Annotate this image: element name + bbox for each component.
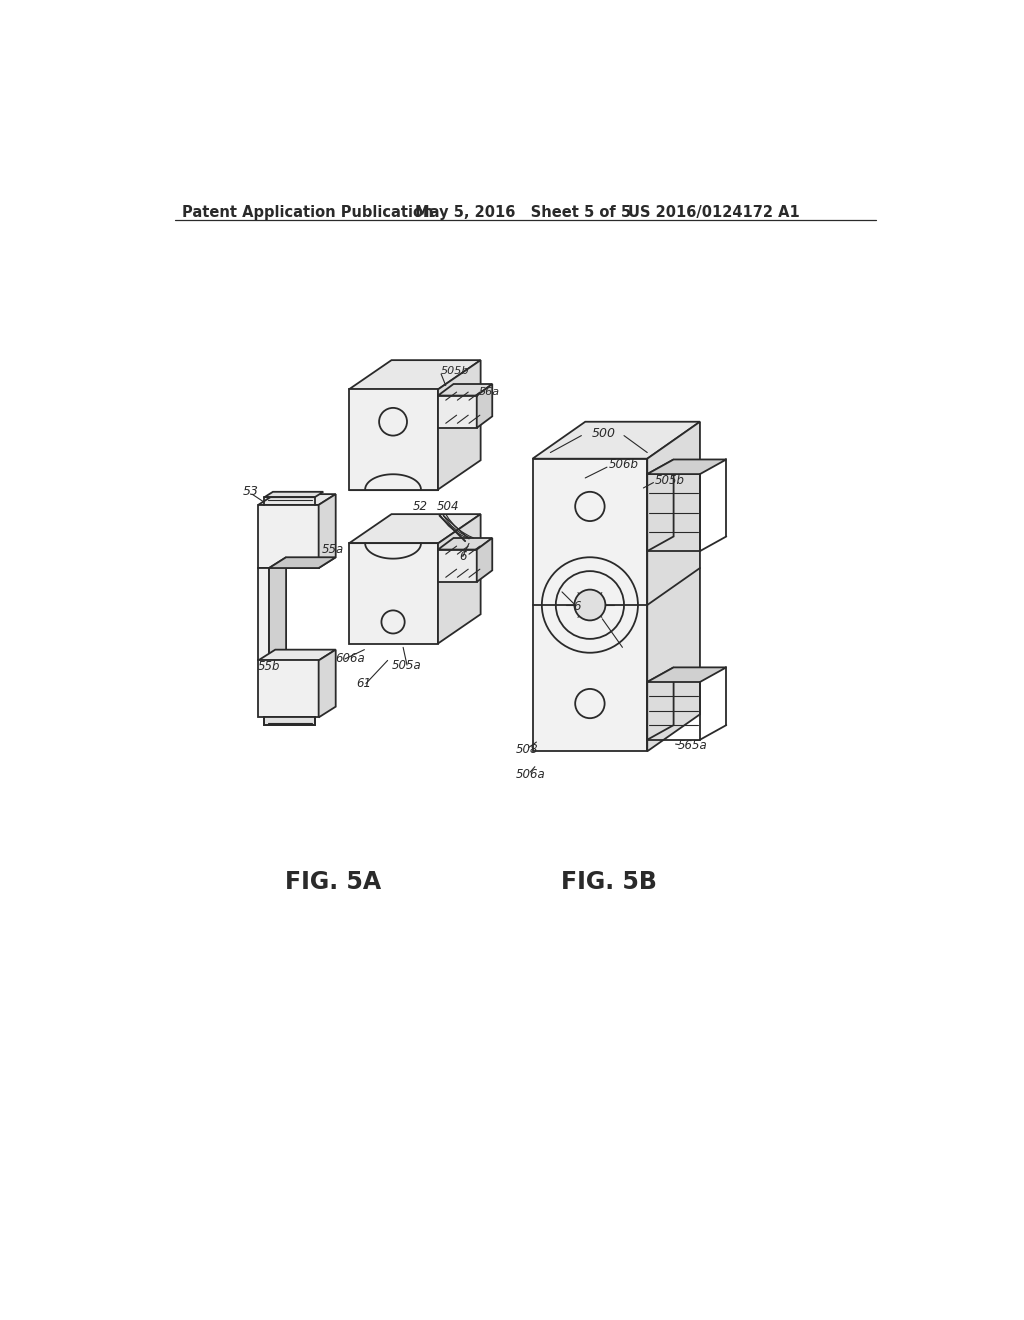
Text: 500: 500	[592, 426, 615, 440]
Polygon shape	[477, 384, 493, 428]
Text: 6: 6	[460, 550, 467, 564]
Polygon shape	[438, 360, 480, 490]
Text: 508: 508	[515, 743, 538, 756]
Text: 565a: 565a	[678, 739, 708, 751]
Polygon shape	[269, 557, 286, 660]
Text: 52: 52	[414, 500, 428, 513]
Text: 505a: 505a	[391, 659, 421, 672]
Text: US 2016/0124172 A1: US 2016/0124172 A1	[628, 205, 800, 219]
Polygon shape	[647, 459, 674, 552]
Text: 6: 6	[573, 601, 582, 612]
Polygon shape	[438, 515, 480, 644]
Polygon shape	[318, 649, 336, 718]
Text: Patent Application Publication: Patent Application Publication	[182, 205, 434, 219]
Polygon shape	[647, 668, 674, 739]
Polygon shape	[647, 422, 700, 751]
Polygon shape	[258, 649, 336, 660]
Text: FIG. 5A: FIG. 5A	[286, 870, 381, 894]
Text: 53: 53	[243, 484, 259, 498]
Text: 606a: 606a	[335, 652, 365, 665]
Text: 61: 61	[356, 677, 372, 690]
Polygon shape	[438, 396, 477, 428]
Text: 55b: 55b	[258, 660, 281, 673]
Polygon shape	[264, 492, 324, 498]
Polygon shape	[349, 360, 480, 389]
Text: FIG. 5B: FIG. 5B	[560, 870, 656, 894]
Text: 506a: 506a	[515, 768, 545, 781]
Text: 505b: 505b	[655, 474, 685, 487]
Polygon shape	[438, 539, 493, 549]
Polygon shape	[532, 459, 647, 751]
Polygon shape	[258, 494, 336, 506]
Polygon shape	[258, 660, 318, 718]
Circle shape	[574, 590, 605, 620]
Polygon shape	[349, 515, 480, 544]
Polygon shape	[258, 506, 318, 568]
Polygon shape	[647, 668, 726, 682]
Text: 506b: 506b	[608, 458, 639, 471]
Text: 505b: 505b	[441, 366, 470, 376]
Polygon shape	[438, 549, 477, 582]
Polygon shape	[264, 718, 314, 725]
Polygon shape	[349, 544, 438, 644]
Polygon shape	[318, 494, 336, 568]
Text: 55a: 55a	[322, 543, 344, 556]
Polygon shape	[477, 539, 493, 582]
Polygon shape	[532, 422, 700, 459]
Text: May 5, 2016   Sheet 5 of 5: May 5, 2016 Sheet 5 of 5	[415, 205, 631, 219]
Polygon shape	[438, 384, 493, 396]
Polygon shape	[349, 389, 438, 490]
Text: 504: 504	[436, 500, 459, 513]
Polygon shape	[647, 459, 726, 474]
Polygon shape	[258, 568, 269, 660]
Polygon shape	[269, 557, 336, 568]
Text: 56a: 56a	[478, 388, 500, 397]
